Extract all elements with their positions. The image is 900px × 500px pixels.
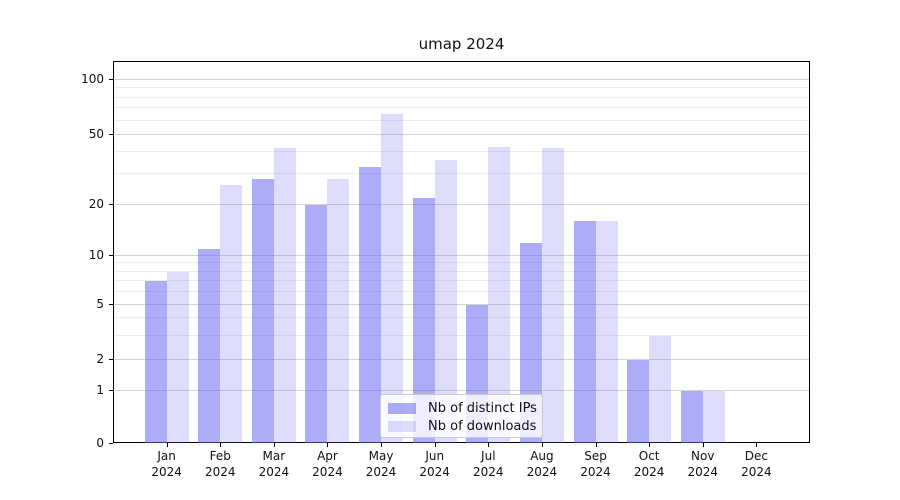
legend: Nb of distinct IPs Nb of downloads [380,394,543,438]
y-tick-mark [109,390,113,391]
legend-swatch-downloads [388,421,416,432]
x-tick-label: Nov 2024 [687,449,719,479]
y-tick-mark [109,359,113,360]
x-tick-label: Aug 2024 [526,449,558,479]
y-tick-mark [109,304,113,305]
gridline-major [114,390,809,391]
y-tick-label: 0 [96,436,104,450]
x-tick-mark [649,443,651,447]
y-tick-mark [109,134,113,135]
gridline-minor [114,87,809,89]
bar-downloads-feb [220,184,243,443]
bar-downloads-jan [166,271,189,443]
y-tick-label: 5 [96,297,104,311]
y-tick-mark [109,443,113,444]
bar-ips-mar [251,179,274,443]
gridline-minor [114,96,809,98]
x-tick-label: Jun 2024 [419,449,450,479]
x-tick-mark [488,443,490,447]
legend-label-downloads: Nb of downloads [428,419,537,434]
x-tick-label: Mar 2024 [258,449,290,479]
gridline-major [114,134,809,135]
legend-item-downloads: Nb of downloads [388,418,537,435]
y-tick-mark [109,79,113,80]
legend-item-distinct-ips: Nb of distinct IPs [388,400,537,417]
legend-swatch-distinct-ips [388,403,416,414]
legend-label-distinct-ips: Nb of distinct IPs [428,401,537,416]
gridline-minor [114,317,809,319]
bar-ips-apr [305,205,328,443]
gridline-minor [114,270,809,272]
x-tick-mark [166,443,168,447]
y-tick-label: 2 [96,352,104,366]
x-tick-label: Sep 2024 [580,449,611,479]
x-tick-label: Feb 2024 [204,449,236,479]
gridline-minor [114,291,809,293]
chart-title: umap 2024 [418,35,505,53]
x-tick-label: May 2024 [365,449,397,479]
x-tick-mark [434,443,436,447]
bar-downloads-may [381,114,404,443]
bar-downloads-aug [541,148,564,443]
x-tick-label: Apr 2024 [312,449,343,479]
y-tick-label: 10 [88,248,104,262]
x-tick-mark [702,443,704,447]
x-tick-label: Jul 2024 [473,449,504,479]
y-tick-mark [109,204,113,205]
gridline-major [114,359,809,360]
x-tick-mark [381,443,383,447]
x-tick-label: Jan 2024 [151,449,182,479]
x-tick-mark [541,443,543,447]
gridline-minor [114,334,809,336]
bar-downloads-apr [327,179,350,443]
x-tick-label: Dec 2024 [741,449,772,479]
gridline-major [114,204,809,205]
bar-ips-oct [627,360,650,443]
gridline-minor [114,173,809,175]
bar-downloads-oct [649,335,672,443]
bar-ips-nov [680,391,703,443]
x-tick-mark [595,443,597,447]
bar-ips-may [359,166,382,443]
y-tick-label: 1 [96,383,104,397]
bar-downloads-sep [595,221,618,443]
y-tick-label: 20 [88,197,104,211]
bar-ips-sep [573,221,596,443]
bar-ips-jan [144,281,167,443]
x-tick-mark [273,443,275,447]
bar-downloads-jul [488,146,511,443]
bar-ips-jun [412,197,435,443]
y-tick-label: 100 [81,72,104,86]
bar-downloads-mar [273,148,296,443]
gridline-minor [114,151,809,153]
bar-downloads-jun [434,160,457,443]
gridline-major [114,304,809,305]
gridline-major [114,255,809,256]
x-tick-mark [327,443,329,447]
gridline-major [114,79,809,80]
bar-ips-feb [198,248,221,443]
x-tick-mark [220,443,222,447]
x-tick-mark [756,443,758,447]
bar-ips-aug [519,242,542,443]
bar-downloads-nov [702,391,725,443]
y-tick-label: 50 [88,127,104,141]
plot-area: Nb of distinct IPs Nb of downloads [113,61,810,443]
x-tick-label: Oct 2024 [633,449,665,479]
gridline-minor [114,280,809,282]
gridline-minor [114,107,809,109]
gridline-minor [114,262,809,264]
y-tick-mark [109,255,113,256]
gridline-minor [114,119,809,121]
